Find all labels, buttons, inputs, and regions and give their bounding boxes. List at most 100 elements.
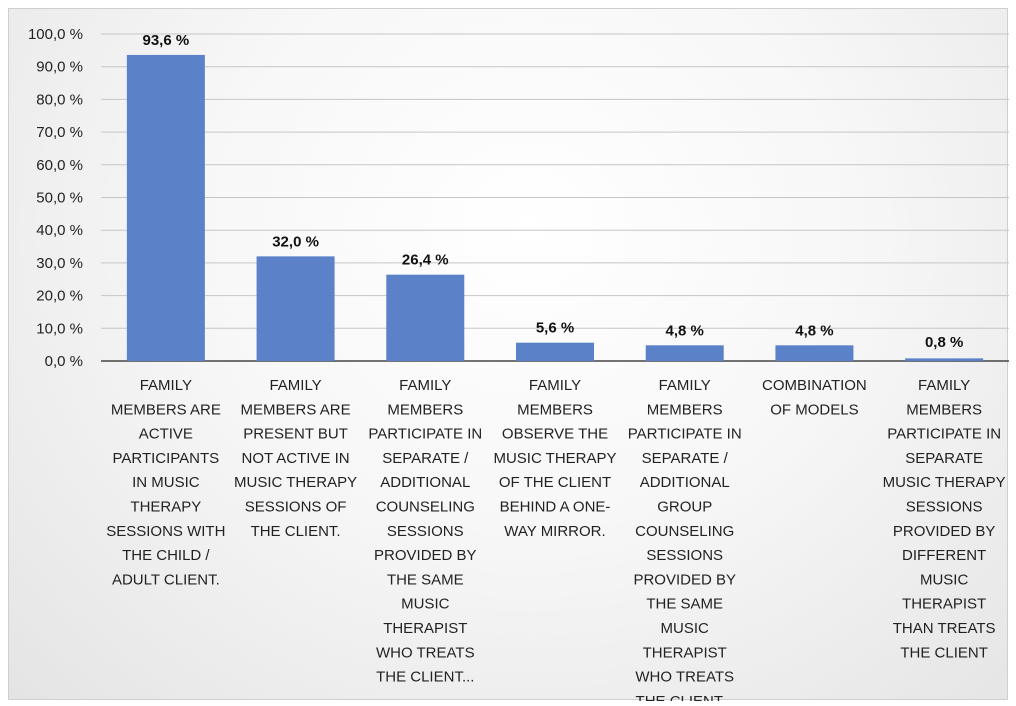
y-tick-label: 100,0 % — [28, 26, 83, 43]
y-tick-label: 0,0 % — [45, 353, 83, 370]
category-label-line: THERAPY — [130, 499, 201, 516]
category-label-line: THE CLIENT... — [376, 669, 474, 686]
category-label-line: COUNSELING — [635, 523, 734, 540]
y-tick-label: 80,0 % — [36, 91, 83, 108]
category-label: FAMILY MEMBERS PARTICIPATE IN SEPARATE / ADD… — [628, 377, 742, 701]
y-tick-label: 90,0 % — [36, 59, 83, 76]
category-label-line: MEMBERS — [387, 401, 463, 418]
category-label-line: MEMBERS — [647, 401, 723, 418]
category-label: FAMILY MEMBERS ARE ACTIVE PARTICIPANTS IN MU… — [106, 377, 225, 588]
category-label-line: MUSIC THERAPY — [493, 450, 616, 467]
bar — [905, 358, 984, 361]
category-label-line: PRESENT BUT — [243, 426, 348, 443]
category-label: FAMILY MEMBERS PARTICIPATE IN SEPARATE MUSIC… — [883, 377, 1006, 661]
category-label-line: PARTICIPATE IN — [368, 426, 482, 443]
data-label: 32,0 % — [272, 233, 319, 250]
category-label-line: OF THE CLIENT — [499, 474, 611, 491]
category-label-line: SEPARATE / — [382, 450, 469, 467]
category-label-line: MUSIC — [401, 596, 450, 613]
x-axis-category-labels: FAMILY MEMBERS ARE ACTIVE PARTICIPANTS IN MU… — [106, 377, 1005, 701]
category-label-line: GROUP — [657, 499, 712, 516]
category-label-line: SESSIONS — [387, 523, 464, 540]
category-label-line: ADDITIONAL — [640, 474, 730, 491]
data-label: 93,6 % — [143, 32, 190, 49]
category-label-line: FAMILY — [399, 377, 451, 394]
category-label-line: PARTICIPATE IN — [628, 426, 742, 443]
category-label-line: THE SAME — [646, 596, 723, 613]
category-label-line: THE CHILD / — [122, 547, 210, 564]
category-label-line: PROVIDED BY — [633, 571, 736, 588]
category-label-line: FAMILY — [140, 377, 192, 394]
category-label-line: FAMILY — [269, 377, 321, 394]
category-label-line: MEMBERS — [517, 401, 593, 418]
data-labels: 93,6 % 32,0 % 26,4 % 5,6 % 4,8 % 4,8 % 0,8 % — [143, 32, 964, 351]
category-label-line: THERAPIST — [383, 620, 467, 637]
y-tick-label: 40,0 % — [36, 222, 83, 239]
category-label-line: SEPARATE — [905, 450, 983, 467]
category-label-line: PROVIDED BY — [374, 547, 477, 564]
category-label-line: MUSIC THERAPY — [883, 474, 1006, 491]
chart-frame: 0,0 % 10,0 % 20,0 % 30,0 % 40,0 % 50,0 % 60,0 … — [8, 8, 1009, 701]
data-label: 5,6 % — [536, 320, 574, 337]
bar — [386, 274, 465, 361]
category-label-line: BEHIND A ONE- — [500, 499, 611, 516]
category-label-line: MUSIC THERAPY — [234, 474, 357, 491]
y-tick-label: 30,0 % — [36, 255, 83, 272]
data-label: 4,8 % — [666, 322, 704, 339]
category-label-line: IN MUSIC — [132, 474, 200, 491]
category-label-line: OF MODELS — [770, 401, 858, 418]
bar — [516, 342, 594, 361]
category-label-line: PARTICIPATE IN — [887, 426, 1001, 443]
y-tick-label: 70,0 % — [36, 124, 83, 141]
category-label-line: THE CLIENT — [900, 644, 988, 661]
category-label-line: THE SAME — [387, 571, 464, 588]
category-label-line: FAMILY — [529, 377, 581, 394]
data-label: 26,4 % — [402, 252, 449, 269]
category-label: COMBINATION OF MODELS — [762, 377, 867, 418]
category-label-line: COUNSELING — [376, 499, 475, 516]
bar-chart: 0,0 % 10,0 % 20,0 % 30,0 % 40,0 % 50,0 % 60,0 … — [28, 26, 1009, 701]
category-label-line: THERAPIST — [643, 644, 727, 661]
category-label-line: MEMBERS ARE — [111, 401, 221, 418]
category-label-line: ADDITIONAL — [380, 474, 470, 491]
category-label: FAMILY MEMBERS PARTICIPATE IN SEPARATE / ADD… — [368, 377, 482, 686]
category-label-line: DIFFERENT — [902, 547, 986, 564]
bars — [126, 54, 984, 361]
category-label: FAMILY MEMBERS ARE PRESENT BUT NOT ACTIVE I… — [234, 377, 357, 540]
category-label-line: MUSIC — [920, 571, 969, 588]
category-label-line: SESSIONS — [646, 547, 723, 564]
category-label-line: WHO TREATS — [376, 644, 475, 661]
gridlines — [101, 33, 1009, 362]
category-label-line: OBSERVE THE — [502, 426, 608, 443]
category-label-line: PROVIDED BY — [893, 523, 996, 540]
data-label: 0,8 % — [925, 334, 963, 351]
category-label-line: NOT ACTIVE IN — [242, 450, 350, 467]
category-label: FAMILY MEMBERS OBSERVE THE MUSIC THERAPY OF … — [493, 377, 616, 540]
category-label-line: MUSIC — [661, 620, 710, 637]
category-label-line: COMBINATION — [762, 377, 867, 394]
category-label-line: SESSIONS OF — [245, 499, 347, 516]
category-label-line: WAY MIRROR. — [504, 523, 605, 540]
bar — [126, 54, 205, 361]
y-tick-label: 10,0 % — [36, 320, 83, 337]
category-label-line: MEMBERS — [906, 401, 982, 418]
category-label-line: FAMILY — [659, 377, 711, 394]
category-label-line: SESSIONS — [906, 499, 983, 516]
y-tick-label: 50,0 % — [36, 190, 83, 207]
category-label-line: THAN TREATS — [893, 620, 996, 637]
category-label-line: ACTIVE — [139, 426, 193, 443]
y-tick-label: 20,0 % — [36, 288, 83, 305]
category-label-line: WHO TREATS — [635, 669, 734, 686]
y-tick-label: 60,0 % — [36, 157, 83, 174]
category-label-line: SEPARATE / — [642, 450, 729, 467]
category-label-line: FAMILY — [918, 377, 970, 394]
bar — [256, 256, 335, 361]
category-label-line: PARTICIPANTS — [113, 450, 220, 467]
category-label-line: ADULT CLIENT. — [112, 571, 220, 588]
category-label-line: SESSIONS WITH — [106, 523, 225, 540]
data-label: 4,8 % — [795, 322, 833, 339]
category-label-line: THE CLIENT... — [636, 693, 734, 701]
category-label-line: THE CLIENT. — [251, 523, 341, 540]
bar — [645, 345, 724, 361]
category-label-line: THERAPIST — [902, 596, 986, 613]
